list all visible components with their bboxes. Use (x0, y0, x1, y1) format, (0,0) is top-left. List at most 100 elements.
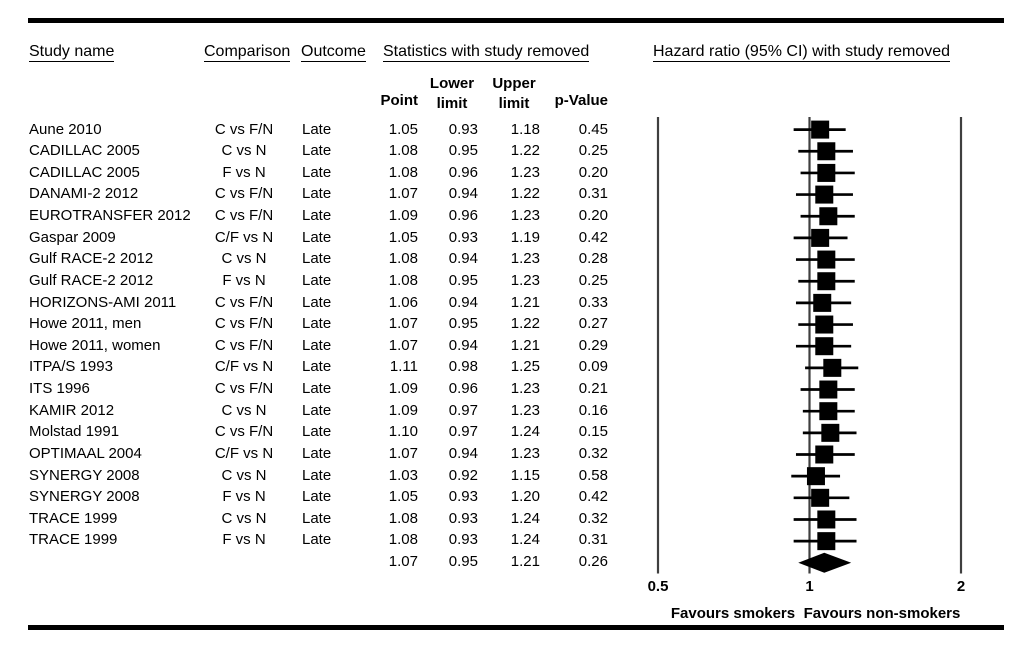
upper-limit-cell: 1.24 (510, 509, 540, 527)
study-name-cell: ITPA/S 1993 (29, 358, 113, 376)
column-group-statistics: Statistics with study removed (383, 43, 590, 62)
upper-limit-cell: 1.23 (510, 207, 540, 225)
lower-limit-cell: 0.93 (448, 228, 478, 246)
upper-limit-cell: 1.23 (510, 250, 540, 268)
point-cell: 1.05 (388, 120, 418, 138)
upper-limit-cell: 1.23 (510, 380, 540, 398)
favours-smokers-label: Favours smokers (670, 605, 796, 622)
comparison-cell: C/F vs N (214, 228, 274, 246)
comparison-cell: C vs N (221, 142, 267, 160)
comparison-cell: F vs N (222, 488, 266, 506)
upper-limit-cell: 1.25 (510, 358, 540, 376)
column-header-study-name: Study name (29, 43, 115, 62)
table-row: Gulf RACE-2 2012 F vs N Late 1.08 0.95 1.23 0.… (0, 270, 660, 292)
table-row: Gulf RACE-2 2012 C vs N Late 1.08 0.94 1.23 0.… (0, 248, 660, 270)
upper-limit-cell: 1.23 (510, 444, 540, 462)
point-estimate-marker (819, 402, 838, 421)
point-cell: 1.05 (388, 228, 418, 246)
point-cell: 1.08 (388, 531, 418, 549)
table-row: ITPA/S 1993 C/F vs N Late 1.11 0.98 1.25 0.09 (0, 356, 660, 378)
comparison-cell: C/F vs N (214, 358, 274, 376)
upper-limit-cell: 1.21 (510, 336, 540, 354)
point-cell: 1.08 (388, 271, 418, 289)
study-name-cell: DANAMI-2 2012 (29, 185, 139, 203)
outcome-cell: Late (302, 293, 332, 311)
outcome-cell: Late (302, 380, 332, 398)
point-estimate-marker (811, 120, 830, 139)
x-tick-label: 2 (956, 578, 966, 595)
study-name-cell: Aune 2010 (29, 120, 102, 138)
point-cell: 1.07 (388, 444, 418, 462)
point-estimate-marker (819, 380, 838, 399)
upper-limit-cell: 1.18 (510, 120, 540, 138)
comparison-cell: C vs N (221, 250, 267, 268)
p-value-cell: 0.31 (578, 531, 608, 549)
upper-limit-cell: 1.15 (510, 466, 540, 484)
p-value-cell: 0.45 (578, 120, 608, 138)
study-name-cell: Gaspar 2009 (29, 228, 116, 246)
point-cell: 1.07 (388, 185, 418, 203)
study-name-cell: Gulf RACE-2 2012 (29, 250, 154, 268)
p-value-cell: 0.09 (578, 358, 608, 376)
comparison-cell: C vs N (221, 509, 267, 527)
point-cell: 1.09 (388, 207, 418, 225)
lower-limit-cell: 0.94 (448, 293, 478, 311)
point-estimate-marker (817, 510, 836, 529)
lower-limit-cell: 0.93 (448, 120, 478, 138)
p-value-cell: 0.28 (578, 250, 608, 268)
point-estimate-marker (813, 293, 832, 312)
upper-limit-cell: 1.23 (510, 163, 540, 181)
outcome-cell: Late (302, 271, 332, 289)
point-cell: 1.06 (388, 293, 418, 311)
comparison-cell: C vs N (221, 466, 267, 484)
p-value-cell: 0.42 (578, 488, 608, 506)
table-row: Howe 2011, women C vs F/N Late 1.07 0.94 1.21… (0, 335, 660, 357)
point-cell: 1.08 (388, 250, 418, 268)
point-estimate-marker (815, 337, 834, 356)
comparison-cell: C vs F/N (214, 315, 274, 333)
study-name-cell: CADILLAC 2005 (29, 163, 140, 181)
point-cell: 1.07 (388, 336, 418, 354)
comparison-cell: F vs N (222, 531, 266, 549)
table-row: DANAMI-2 2012 C vs F/N Late 1.07 0.94 1.22 0.3… (0, 183, 660, 205)
plot-title: Hazard ratio (95% CI) with study removed (653, 43, 950, 62)
table-row: EUROTRANSFER 2012 C vs F/N Late 1.09 0.96 1.2… (0, 205, 660, 227)
point-cell: 1.08 (388, 509, 418, 527)
point-estimate-marker (823, 358, 842, 377)
point-estimate-marker (817, 272, 836, 291)
point-estimate-marker (821, 423, 840, 442)
p-value-cell: 0.32 (578, 509, 608, 527)
p-value-cell: 0.29 (578, 336, 608, 354)
outcome-cell: Late (302, 401, 332, 419)
comparison-cell: C vs F/N (214, 185, 274, 203)
subheader-upper-limit: Upper limit (492, 75, 536, 112)
study-name-cell: Molstad 1991 (29, 423, 120, 441)
lower-limit-cell: 0.96 (448, 163, 478, 181)
point-cell: 1.03 (388, 466, 418, 484)
table-row: TRACE 1999 C vs N Late 1.08 0.93 1.24 0.32 (0, 508, 660, 530)
point-cell: 1.07 (388, 553, 418, 570)
outcome-cell: Late (302, 163, 332, 181)
upper-limit-cell: 1.21 (510, 293, 540, 311)
point-estimate-marker (811, 488, 830, 507)
upper-limit-cell: 1.23 (510, 271, 540, 289)
study-name-cell: Gulf RACE-2 2012 (29, 271, 154, 289)
study-name-cell: TRACE 1999 (29, 509, 118, 527)
table-row: OPTIMAAL 2004 C/F vs N Late 1.07 0.94 1.23 0.3… (0, 443, 660, 465)
point-estimate-marker (815, 315, 834, 334)
table-row: Aune 2010 C vs F/N Late 1.05 0.93 1.18 0.45 (0, 119, 660, 141)
comparison-cell: C vs F/N (214, 336, 274, 354)
p-value-cell: 0.20 (578, 163, 608, 181)
study-name-cell: CADILLAC 2005 (29, 142, 140, 160)
lower-limit-cell: 0.94 (448, 250, 478, 268)
point-estimate-marker (806, 467, 825, 486)
outcome-cell: Late (302, 444, 332, 462)
outcome-cell: Late (302, 466, 332, 484)
table-row: SYNERGY 2008 F vs N Late 1.05 0.93 1.20 0.42 (0, 486, 660, 508)
point-cell: 1.07 (388, 315, 418, 333)
p-value-cell: 0.20 (578, 207, 608, 225)
lower-limit-cell: 0.96 (448, 380, 478, 398)
outcome-cell: Late (302, 423, 332, 441)
comparison-cell: C vs F/N (214, 293, 274, 311)
